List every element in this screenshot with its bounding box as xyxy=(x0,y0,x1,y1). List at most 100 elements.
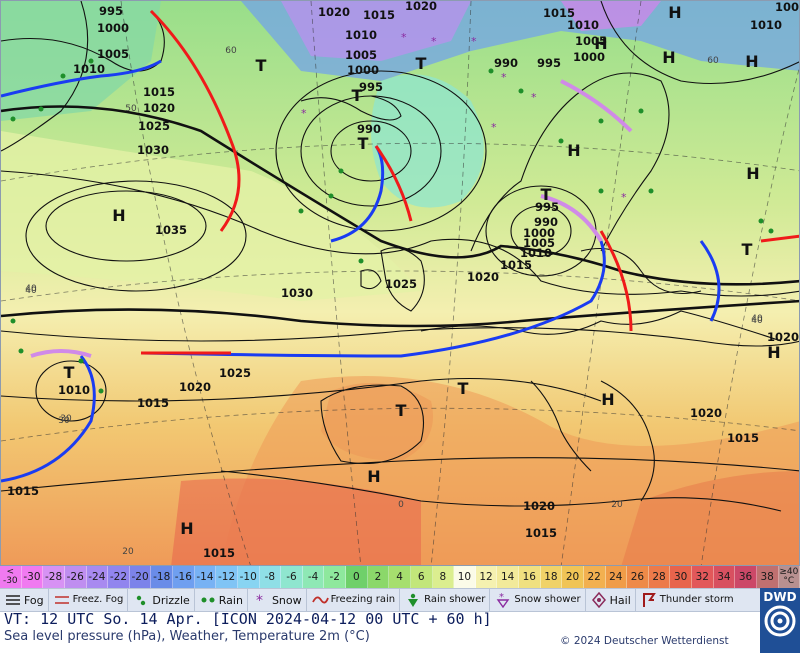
scale-low-label: < -30 xyxy=(0,566,22,588)
rain-icon xyxy=(488,68,494,74)
high-pressure-center: H xyxy=(662,48,675,67)
rain-icon xyxy=(598,188,604,194)
pressure-label: 1015 xyxy=(137,396,169,410)
scale-cell: 14 xyxy=(497,566,519,588)
rain-icon xyxy=(648,188,654,194)
legend-snow-shower-label: Snow shower xyxy=(514,594,581,605)
pressure-label: 1010 xyxy=(345,28,377,42)
pressure-label: 1020 xyxy=(467,270,499,284)
legend-thunderstorm-label: Thunder storm xyxy=(659,594,734,605)
scale-cell: -28 xyxy=(43,566,65,588)
pressure-label: 1010 xyxy=(750,18,782,32)
snow-icon: * xyxy=(531,91,537,104)
drizzle-icon xyxy=(132,592,150,608)
rain-icon xyxy=(638,108,644,114)
high-pressure-center: H xyxy=(767,343,780,362)
pressure-label: 1030 xyxy=(281,286,313,300)
rain-icon xyxy=(598,118,604,124)
legend-freezing-rain: Freezing rain xyxy=(307,589,401,611)
pressure-label: 1020 xyxy=(318,5,350,19)
snow-icon: * xyxy=(621,191,627,204)
high-pressure-center: H xyxy=(746,164,759,183)
cold-front-east xyxy=(699,240,721,322)
scale-cell: 12 xyxy=(475,566,498,588)
pressure-label: 1030 xyxy=(137,143,169,157)
temp-zone-very-cold xyxy=(281,1,471,61)
pressure-label: 1020 xyxy=(405,1,437,13)
occluded-front-southwest xyxy=(30,349,92,358)
scale-cell: 26 xyxy=(627,566,649,588)
freezing-rain-icon xyxy=(311,592,329,608)
scale-cell: 30 xyxy=(670,566,692,588)
fog-icon xyxy=(4,592,22,608)
pressure-label: 1005 xyxy=(775,1,800,14)
pressure-label: 1020 xyxy=(690,406,722,420)
rain-icon xyxy=(338,168,344,174)
cold-front-southwest xyxy=(1,355,96,483)
cold-front-atlantic xyxy=(140,240,606,358)
weather-legend: Fog Freez. Fog Drizzle Rain * Snow Freez… xyxy=(0,588,760,612)
temperature-isotherm-label: 40 xyxy=(751,314,763,324)
scale-cell: 18 xyxy=(540,566,563,588)
pressure-label: 1015 xyxy=(500,258,532,272)
low-pressure-center: T xyxy=(396,401,407,420)
legend-freezing-rain-label: Freezing rain xyxy=(330,594,396,605)
scale-cell: 36 xyxy=(735,566,757,588)
temperature-isotherm-label: 20 xyxy=(611,500,623,510)
pressure-label: 1015 xyxy=(143,85,175,99)
low-pressure-center: T xyxy=(352,86,363,105)
snow-icon: * xyxy=(501,71,507,84)
pressure-label: 1020 xyxy=(143,101,175,115)
high-pressure-center: H xyxy=(745,52,758,71)
pressure-label: 1020 xyxy=(767,330,799,344)
legend-rain-label: Rain xyxy=(218,593,243,607)
cold-front-iceland xyxy=(330,145,385,243)
pressure-label: 990 xyxy=(357,122,381,136)
low-pressure-center: T xyxy=(64,363,75,382)
legend-freez-fog: Freez. Fog xyxy=(49,589,129,611)
legend-snow: * Snow xyxy=(248,589,307,611)
scale-cell: -12 xyxy=(216,566,238,588)
high-pressure-center: H xyxy=(112,206,125,225)
pressure-label: 1015 xyxy=(203,546,235,560)
dwd-spiral-icon xyxy=(764,605,796,637)
rain-icon xyxy=(38,106,44,112)
high-pressure-center: H xyxy=(601,390,614,409)
temperature-isotherm-label: 60 xyxy=(707,56,719,66)
temp-zone-arctic xyxy=(561,1,661,31)
temp-zone-atlantic xyxy=(1,131,421,301)
copyright: © 2024 Deutscher Wetterdienst xyxy=(560,635,729,647)
rain-icon xyxy=(328,193,334,199)
scale-cell: -30 xyxy=(21,566,44,588)
snow-icon: * xyxy=(252,592,270,609)
scale-cell: 6 xyxy=(410,566,433,588)
scale-cell: -2 xyxy=(324,566,346,588)
scale-high-label: ≥40 °C xyxy=(778,566,800,588)
pressure-label: 1005 xyxy=(345,48,377,62)
temp-zone-iceland-low xyxy=(371,74,484,208)
warm-front-east xyxy=(760,234,799,243)
legend-drizzle-label: Drizzle xyxy=(152,593,190,607)
pressure-label: 995 xyxy=(99,4,123,18)
isobars xyxy=(1,1,799,492)
scale-cell: -16 xyxy=(173,566,195,588)
scale-cell: -26 xyxy=(64,566,87,588)
temperature-isotherm-label: 40 xyxy=(751,316,763,326)
scale-cell: -22 xyxy=(108,566,130,588)
pressure-label: 995 xyxy=(535,200,559,214)
rain-icon xyxy=(78,358,84,364)
rain-icon xyxy=(199,592,217,608)
scale-cell: -20 xyxy=(129,566,152,588)
pressure-label: 990 xyxy=(534,215,558,229)
snow-icon: * xyxy=(431,35,437,48)
snow-icon: * xyxy=(471,35,477,48)
pressure-label: 1015 xyxy=(727,431,759,445)
scale-cell: 34 xyxy=(713,566,736,588)
pressure-label: 1010 xyxy=(520,246,552,260)
legend-snow-label: Snow xyxy=(271,593,302,607)
legend-fog: Fog xyxy=(0,589,49,611)
low-pressure-center: T xyxy=(742,240,753,259)
rain-icon xyxy=(18,348,24,354)
snow-icon: * xyxy=(301,107,307,120)
legend-thunderstorm: Thunder storm xyxy=(636,589,738,611)
